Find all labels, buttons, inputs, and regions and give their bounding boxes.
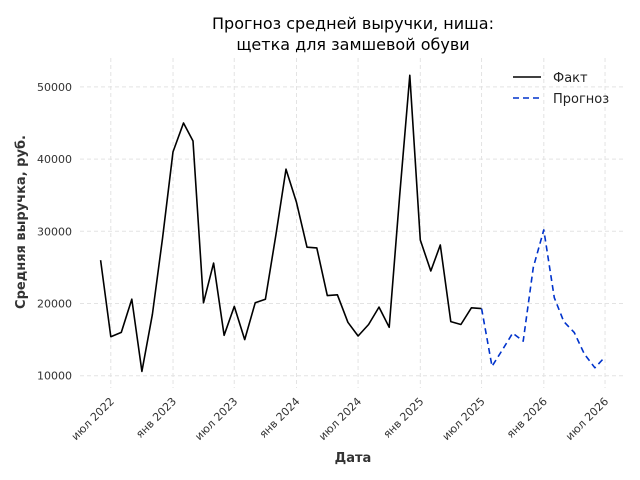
y-tick-label: 50000 (37, 81, 72, 94)
x-tick-label: янв 2023 (133, 395, 179, 441)
x-axis-label: Дата (335, 451, 372, 466)
x-tick-label: июл 2023 (192, 395, 240, 443)
x-tick-label: янв 2025 (381, 395, 427, 441)
x-tick-label: июл 2025 (440, 395, 488, 443)
x-tick-label: июл 2022 (69, 395, 117, 443)
chart-title-line-2: щетка для замшевой обуви (236, 35, 469, 54)
y-axis-label: Средняя выручка, руб. (14, 135, 29, 309)
legend-label-fact: Факт (553, 71, 588, 86)
grid (80, 58, 626, 388)
y-tick-label: 30000 (37, 225, 72, 238)
legend: Факт Прогноз (513, 71, 609, 107)
x-tick-label: июл 2024 (316, 395, 364, 443)
series-line-fact (99, 74, 482, 373)
y-tick-label: 20000 (37, 298, 72, 311)
y-tick-label: 40000 (37, 153, 72, 166)
x-tick-label: янв 2026 (504, 395, 550, 441)
series-line-forecast (480, 229, 606, 369)
legend-label-forecast: Прогноз (553, 92, 609, 107)
x-tick-label: янв 2024 (257, 395, 303, 441)
x-axis-ticks: июл 2022 янв 2023 июл 2023 янв 2024 июл 2024… (69, 395, 611, 443)
y-axis-ticks: 10000 20000 30000 40000 50000 (37, 81, 72, 383)
x-tick-label: июл 2026 (563, 395, 611, 443)
series-lines (99, 74, 606, 373)
chart-title-line-1: Прогноз средней выручки, ниша: (212, 14, 494, 33)
y-tick-label: 10000 (37, 370, 72, 383)
